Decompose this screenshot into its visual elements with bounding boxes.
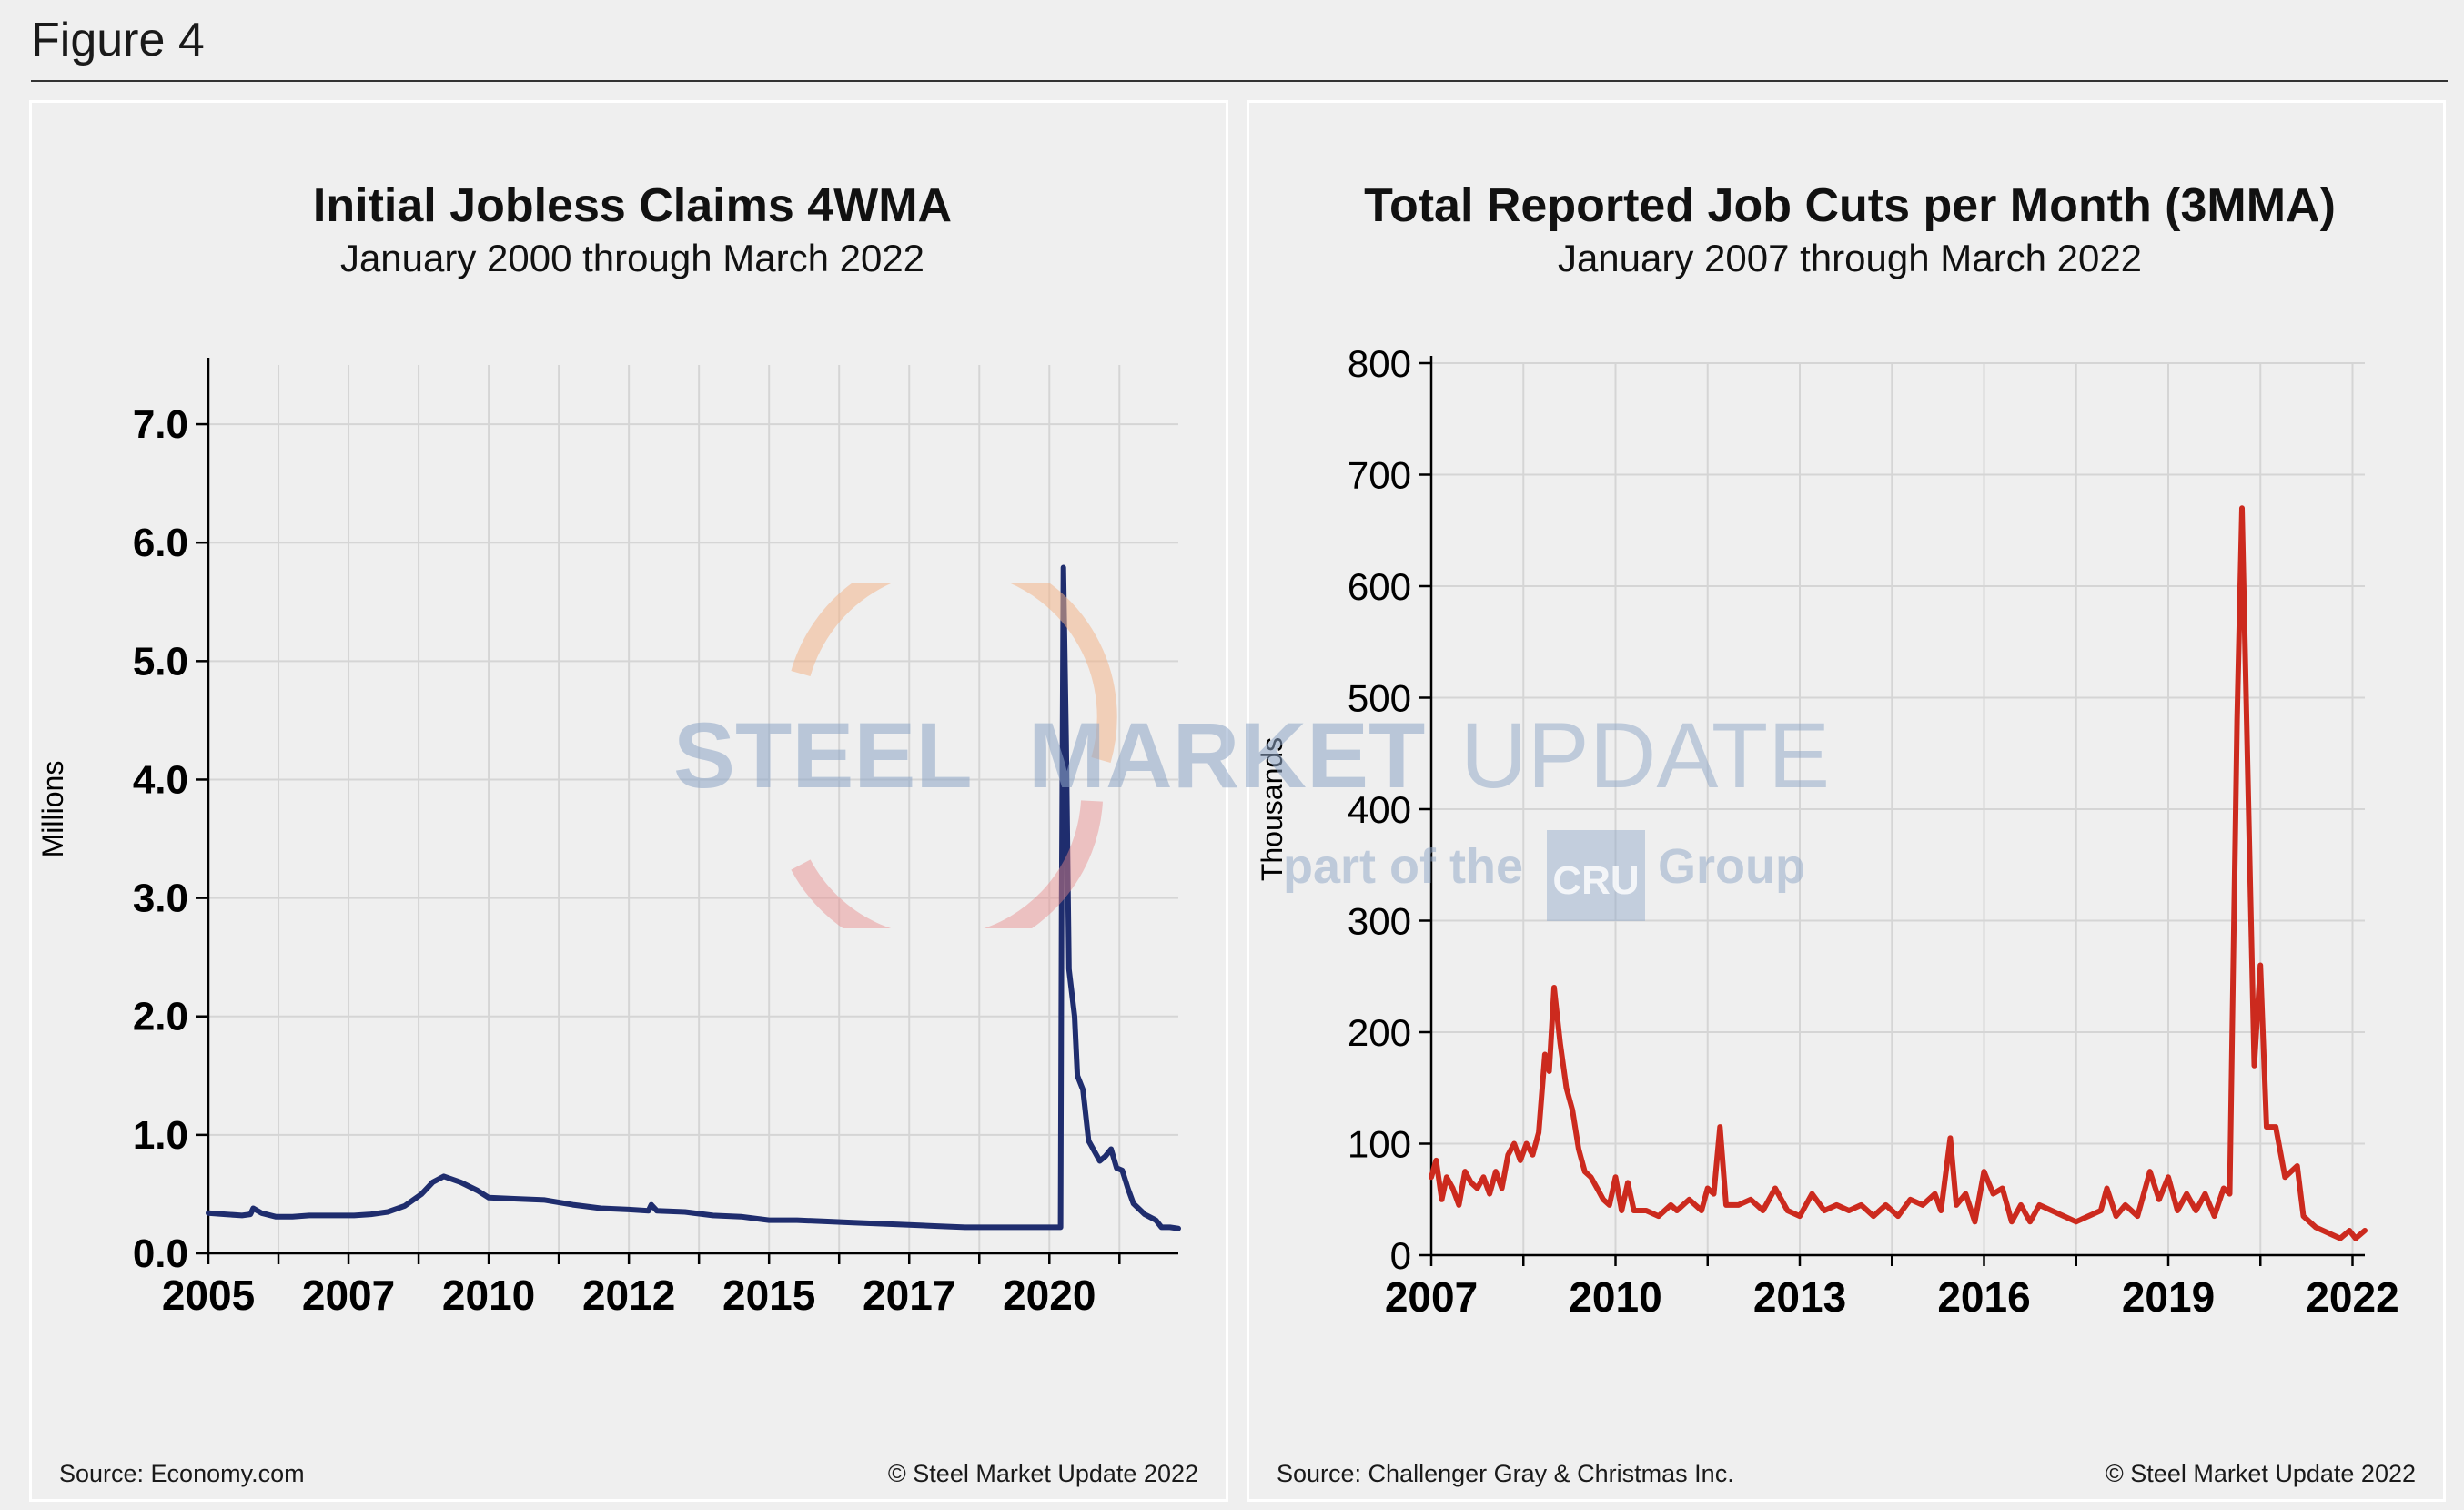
source-right: Source: Challenger Gray & Christmas Inc. [1277,1460,1734,1487]
panel-job-cuts: Total Reported Job Cuts per Month (3MMA)… [1247,100,2446,1502]
y-axis-label: Thousands [1256,737,1288,881]
chart-job-cuts: Total Reported Job Cuts per Month (3MMA)… [1256,179,2399,1321]
copyright-right: © Steel Market Update 2022 [2105,1460,2416,1487]
y-axis-label: Millions [36,761,69,858]
x-tick-label: 2010 [1569,1273,1661,1321]
x-tick-label: 2007 [302,1272,395,1319]
figure-rule [31,80,2448,82]
x-tick-label: 2019 [2122,1273,2215,1321]
x-tick-label: 2016 [1937,1273,2030,1321]
y-tick-label: 3.0 [133,877,188,921]
chart-initial-jobless-claims: Initial Jobless Claims 4WMA January 2000 … [36,179,1181,1319]
y-tick-label: 100 [1348,1123,1411,1166]
x-tick-label: 2022 [2306,1273,2398,1321]
y-tick-label: 0 [1390,1234,1411,1277]
series-line [206,564,1181,1231]
y-tick-label: 7.0 [133,402,188,447]
y-tick-label: 5.0 [133,639,188,684]
y-tick-label: 300 [1348,900,1411,943]
chart-title: Initial Jobless Claims 4WMA [313,179,952,232]
y-tick-label: 400 [1348,788,1411,831]
chart-subtitle: January 2000 through March 2022 [340,237,924,279]
x-tick-label: 2005 [162,1272,255,1319]
y-tick-label: 4.0 [133,757,188,802]
y-tick-label: 600 [1348,565,1411,608]
chart-title: Total Reported Job Cuts per Month (3MMA) [1364,179,2336,232]
series-line [1429,505,2368,1241]
y-tick-label: 500 [1348,677,1411,720]
x-tick-label: 2015 [722,1272,815,1319]
y-tick-label: 6.0 [133,521,188,565]
x-tick-label: 2020 [1003,1272,1096,1319]
x-tick-label: 2010 [442,1272,535,1319]
y-tick-label: 0.0 [133,1231,188,1276]
panel-initial-jobless-claims: Initial Jobless Claims 4WMA January 2000 … [29,100,1228,1502]
x-tick-label: 2013 [1753,1273,1846,1321]
x-tick-label: 2012 [582,1272,675,1319]
source-left: Source: Economy.com [59,1460,305,1487]
y-tick-label: 1.0 [133,1113,188,1158]
chart-subtitle: January 2007 through March 2022 [1558,237,2142,279]
copyright-left: © Steel Market Update 2022 [887,1460,1198,1487]
x-tick-label: 2007 [1385,1273,1478,1321]
figure-title: Figure 4 [31,14,205,66]
y-tick-label: 700 [1348,454,1411,497]
y-tick-label: 800 [1348,342,1411,385]
x-tick-label: 2017 [863,1272,955,1319]
y-tick-label: 200 [1348,1011,1411,1054]
y-tick-label: 2.0 [133,995,188,1039]
